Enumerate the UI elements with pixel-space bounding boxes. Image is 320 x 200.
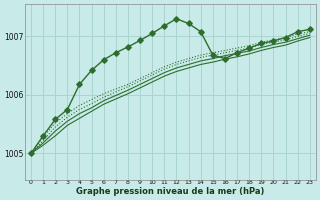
X-axis label: Graphe pression niveau de la mer (hPa): Graphe pression niveau de la mer (hPa)	[76, 187, 265, 196]
